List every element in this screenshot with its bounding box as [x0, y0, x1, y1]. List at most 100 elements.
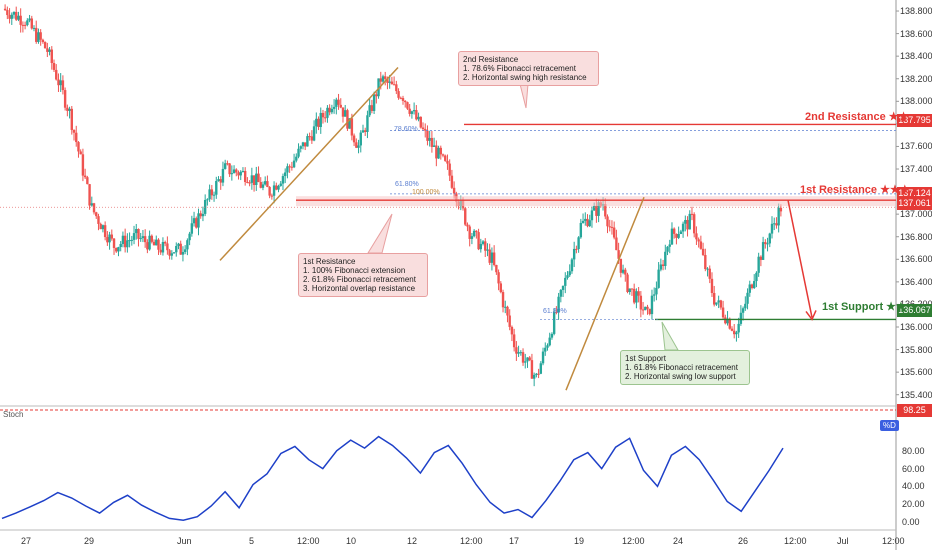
candle-body	[381, 76, 385, 82]
candle-body	[377, 78, 380, 97]
candle-body	[566, 275, 569, 278]
candle-body	[557, 296, 560, 313]
candle-body	[532, 374, 536, 379]
support1-note[interactable]: 1st Support 1. 61.8% Fibonacci retraceme…	[620, 350, 750, 385]
time-tick-label: 5	[249, 536, 255, 546]
fib-trendline-1	[219, 66, 399, 261]
candle-body	[248, 182, 251, 184]
candle-body	[168, 250, 171, 256]
candle-body	[637, 291, 640, 296]
candle-body	[541, 351, 545, 364]
candle-body	[315, 118, 318, 127]
candle-body	[766, 243, 769, 245]
candle-body	[359, 132, 362, 146]
candle-body	[303, 142, 307, 147]
candle-body	[477, 232, 480, 250]
candle-body	[746, 292, 749, 304]
time-tick-label: 12:00	[622, 536, 645, 546]
candle-body	[279, 183, 282, 186]
candle-body	[404, 100, 407, 103]
candle-body	[10, 14, 13, 19]
candle-body	[650, 295, 654, 315]
candle-body	[721, 307, 725, 318]
candle-body	[206, 199, 209, 201]
candle-body	[255, 173, 258, 185]
candle-body	[586, 218, 589, 227]
stoch-indicator-title[interactable]: Stoch	[3, 410, 24, 419]
candle-body	[390, 81, 394, 85]
candle-body	[106, 237, 109, 243]
price-tick-label: 138.200	[900, 73, 932, 84]
candle-body	[192, 218, 196, 224]
candle-body	[577, 237, 580, 250]
candle-body	[83, 175, 87, 178]
candle-body	[23, 24, 27, 26]
candle-body	[75, 132, 78, 143]
price-tick-label: 138.000	[900, 96, 932, 107]
candle-body	[773, 223, 776, 225]
candle-body	[175, 246, 178, 253]
candle-body	[421, 127, 425, 130]
candle-body	[499, 283, 503, 293]
candle-body	[379, 78, 382, 82]
candle-body	[628, 288, 631, 293]
time-tick-label: 27	[21, 536, 32, 546]
time-tick-label: 12:00	[297, 536, 320, 546]
candle-body	[139, 238, 142, 240]
candle-body	[226, 163, 229, 165]
candle-body	[8, 15, 11, 19]
candle-body	[297, 148, 300, 157]
candle-body	[170, 253, 174, 256]
candle-body	[590, 210, 594, 221]
candle-body	[592, 205, 596, 211]
candle-body	[770, 223, 774, 234]
candle-body	[470, 236, 474, 239]
candle-body	[43, 42, 47, 49]
price-tick-label: 137.000	[900, 209, 932, 220]
candle-body	[666, 246, 669, 252]
candle-body	[364, 130, 367, 132]
candle-body	[101, 225, 105, 230]
candle-body	[339, 104, 342, 108]
candle-body	[466, 224, 469, 227]
candle-body	[506, 306, 509, 316]
resistance1-note[interactable]: 1st Resistance 1. 100% Fibonacci extensi…	[298, 253, 428, 297]
candle-body	[70, 108, 73, 130]
candle-body	[290, 166, 294, 168]
candle-body	[337, 99, 340, 105]
candle-body	[555, 311, 558, 313]
candle-body	[546, 345, 549, 348]
candle-body	[99, 223, 102, 230]
candle-body	[426, 130, 429, 141]
price-tick-label: 136.800	[900, 231, 932, 242]
resistance1-price-badge: 137.124	[897, 187, 932, 200]
candle-body	[108, 234, 111, 243]
candle-body	[526, 357, 529, 362]
candle-body	[524, 361, 527, 363]
candle-body	[472, 230, 476, 237]
candle-body	[350, 118, 354, 136]
candle-body	[321, 112, 325, 118]
candle-body	[688, 213, 691, 230]
resistance1-note-line1: 1. 100% Fibonacci extension	[303, 266, 406, 275]
candle-body	[424, 129, 427, 131]
resistance1-zone	[296, 196, 896, 207]
candle-body	[295, 156, 298, 161]
price-tick-label: 136.000	[900, 322, 932, 332]
candle-body	[730, 328, 734, 331]
candle-body	[612, 227, 616, 238]
candle-body	[621, 269, 625, 273]
resistance2-note[interactable]: 2nd Resistance 1. 78.6% Fibonacci retrac…	[458, 51, 599, 86]
candle-body	[239, 171, 242, 176]
price-tick-label: 136.600	[900, 254, 932, 265]
resistance1-label: 1st Resistance ★★★	[800, 184, 910, 196]
resistance1-note-title: 1st Resistance	[303, 257, 356, 266]
price-tick-label: 135.800	[900, 344, 932, 355]
candle-body	[6, 10, 9, 16]
candle-body	[410, 111, 414, 114]
candle-body	[464, 208, 467, 225]
candle-body	[392, 84, 396, 86]
candle-body	[77, 142, 80, 152]
candle-body	[143, 236, 147, 243]
